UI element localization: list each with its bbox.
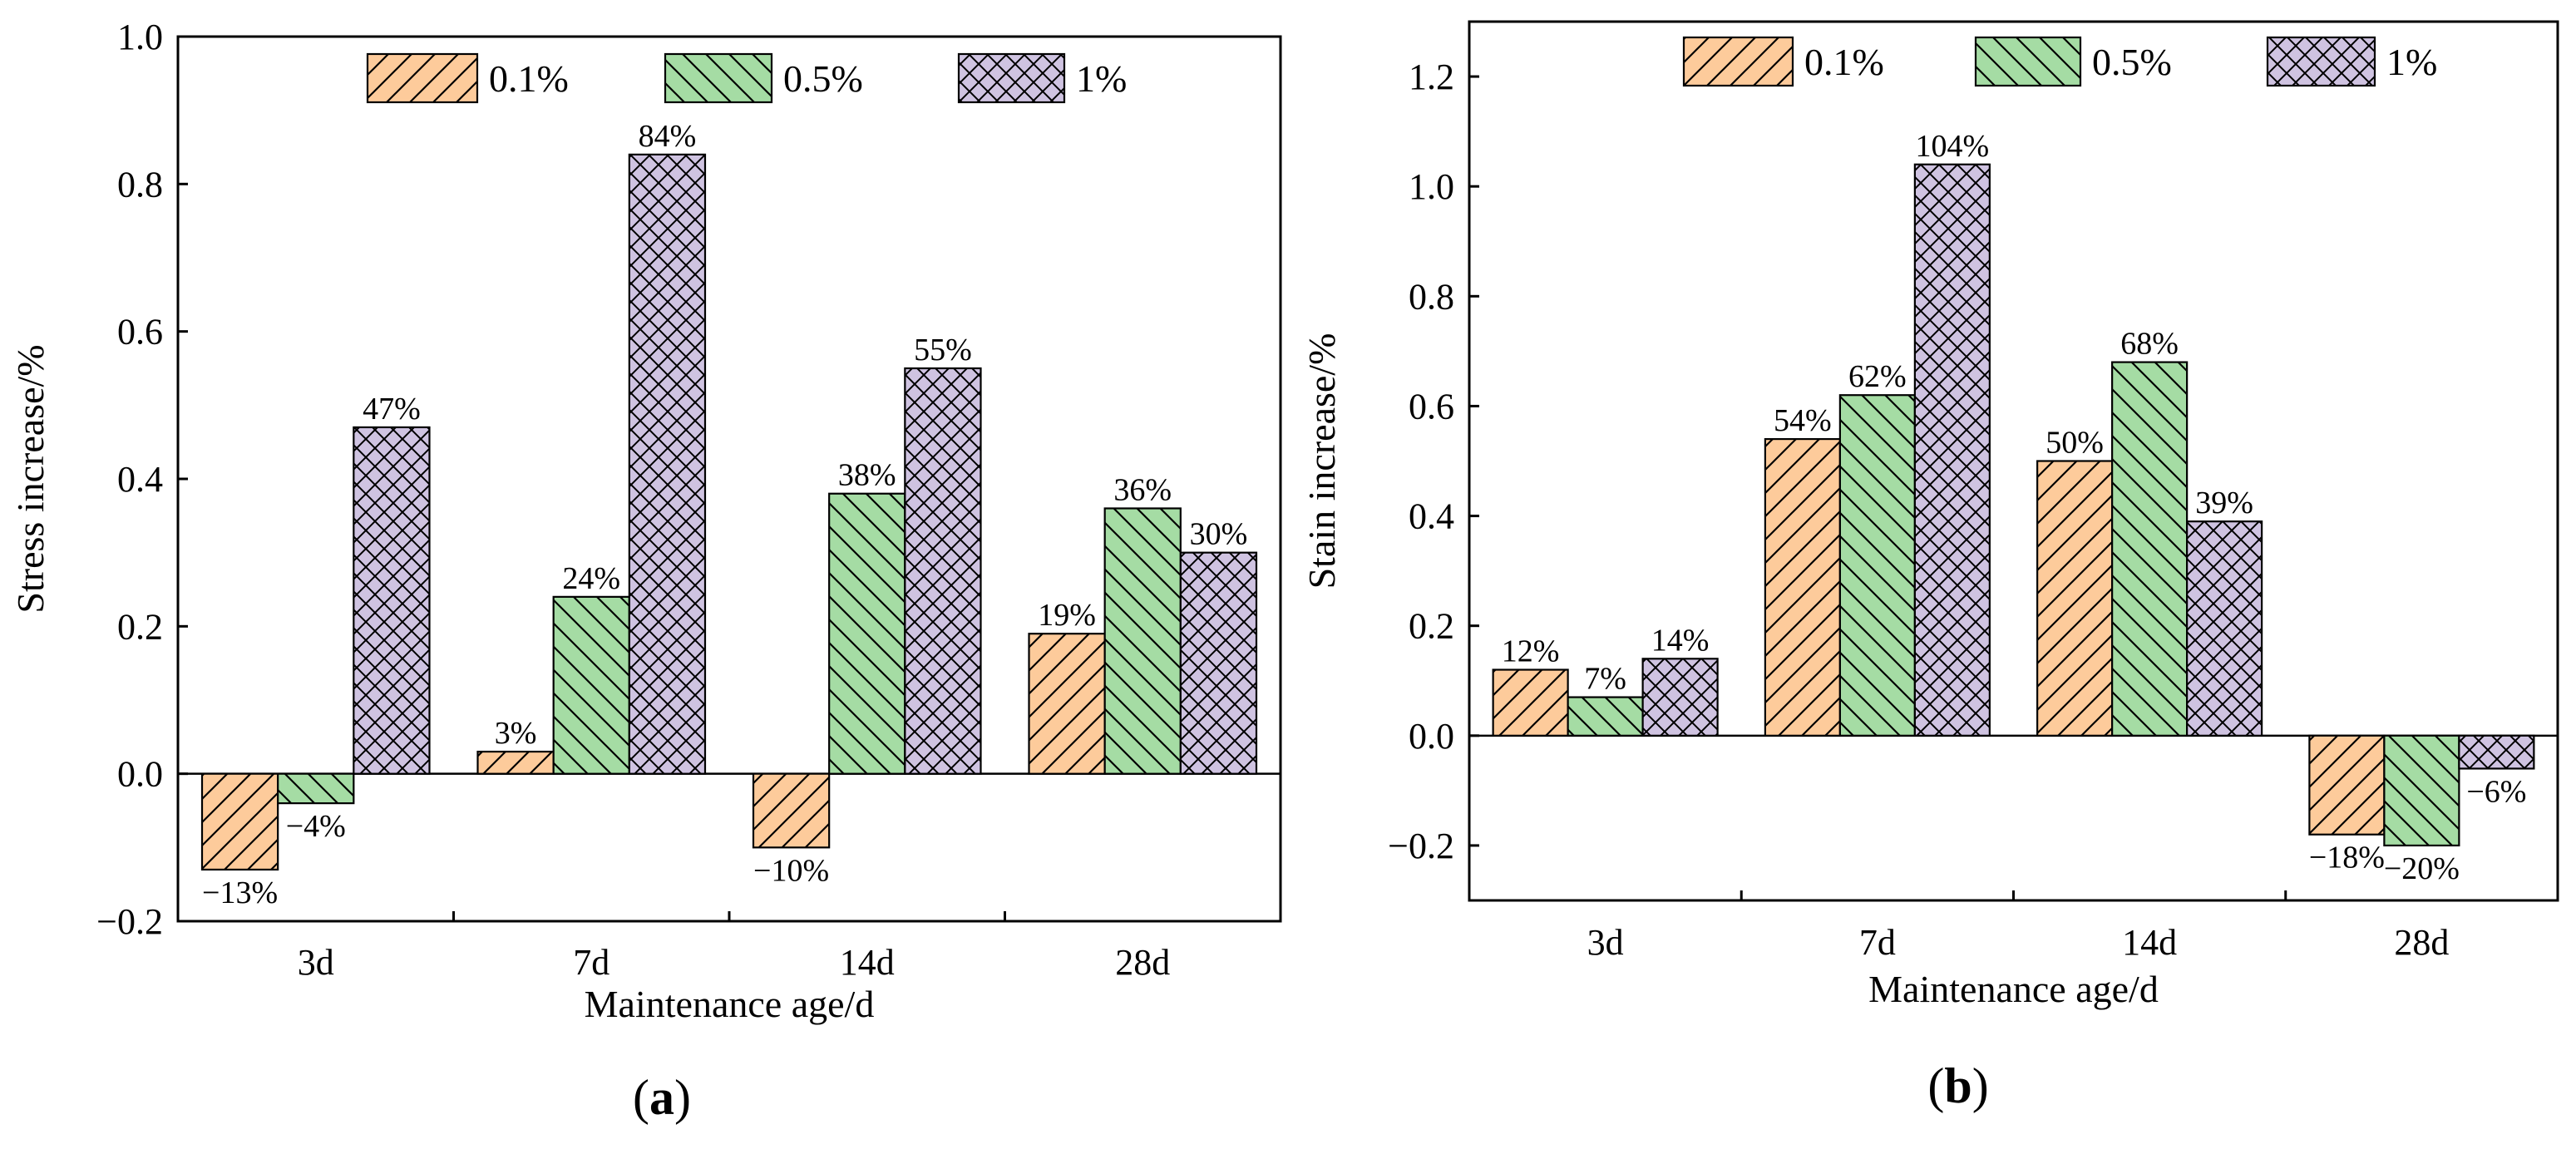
y-axis-title: Stress increase/%	[9, 344, 52, 613]
panel-letter: b	[1944, 1058, 1971, 1113]
x-axis-title: Maintenance age/d	[585, 983, 875, 1025]
data-label: 36%	[1113, 472, 1172, 507]
legend-label-1%: 1%	[2386, 41, 2437, 83]
data-label: 50%	[2046, 426, 2104, 461]
y-tick-label: 1.0	[117, 17, 163, 57]
data-label: 55%	[914, 333, 972, 367]
legend-swatch-1%	[2266, 36, 2376, 87]
x-axis-title: Maintenance age/d	[1868, 968, 2159, 1010]
data-label: 24%	[562, 561, 620, 596]
bar-7d-1%	[628, 153, 707, 775]
y-tick-label: 0.4	[1409, 496, 1454, 537]
bar-28d-0.5%	[1103, 507, 1182, 775]
data-label: 104%	[1916, 129, 1990, 164]
panel-label: (b)	[1927, 1058, 1988, 1113]
y-tick-label: 0.6	[117, 312, 163, 353]
y-tick-label: 0.2	[117, 606, 163, 647]
data-label: 3%	[495, 716, 537, 751]
y-axis-title: Stain increase/%	[1300, 333, 1343, 589]
bar-3d-1%	[353, 426, 431, 775]
data-label: 30%	[1190, 517, 1248, 552]
bar-28d-0.1%	[1028, 633, 1106, 775]
y-tick-label: 0.4	[117, 459, 163, 500]
bar-3d-1%	[1641, 658, 1719, 737]
legend-swatch-0.5%	[1974, 36, 2082, 87]
bar-14d-0.5%	[2111, 361, 2189, 737]
bar-3d-0.5%	[277, 772, 355, 805]
y-tick-label: −0.2	[96, 901, 163, 942]
bar-28d-1%	[1179, 551, 1258, 775]
bar-14d-0.5%	[828, 492, 906, 775]
y-tick-label: −0.2	[1388, 826, 1454, 866]
bar-14d-0.1%	[2036, 460, 2114, 737]
data-label: 68%	[2120, 327, 2179, 362]
data-label: −18%	[2309, 841, 2385, 875]
data-label: 54%	[1774, 403, 1832, 438]
legend: 0.1% 0.5% 1%	[1682, 36, 2437, 87]
data-label: 14%	[1651, 623, 1710, 658]
bar-28d-1%	[2458, 734, 2535, 770]
data-label: −13%	[202, 875, 278, 910]
data-label: 38%	[838, 458, 896, 493]
x-tick-label-28d: 28d	[2394, 922, 2449, 963]
legend-label-0.1%: 0.1%	[489, 57, 569, 100]
panel-letter: a	[649, 1070, 674, 1125]
x-tick-label-3d: 3d	[298, 942, 334, 983]
data-label: 7%	[1584, 662, 1626, 697]
data-label: 39%	[2195, 486, 2253, 520]
legend: 0.1% 0.5% 1%	[366, 52, 1127, 104]
data-label: 62%	[1848, 359, 1907, 394]
bar-14d-0.1%	[752, 772, 831, 849]
data-label: −4%	[286, 809, 346, 844]
x-tick-label-7d: 7d	[1859, 922, 1896, 963]
legend-label-0.1%: 0.1%	[1804, 41, 1884, 83]
data-label: 47%	[363, 392, 421, 427]
legend-swatch-0.1%	[1682, 36, 1794, 87]
bar-14d-1%	[2186, 520, 2263, 737]
legend-label-1%: 1%	[1076, 57, 1127, 100]
legend-label-0.5%: 0.5%	[2092, 41, 2172, 83]
legend-label-0.5%: 0.5%	[783, 57, 863, 100]
x-tick-label-14d: 14d	[2122, 922, 2177, 963]
x-tick-label-28d: 28d	[1115, 942, 1170, 983]
data-label: 84%	[639, 119, 697, 154]
y-tick-label: 0.8	[117, 164, 163, 205]
bar-3d-0.5%	[1567, 696, 1644, 737]
panel-label: (a)	[633, 1070, 691, 1125]
data-label: −10%	[753, 853, 829, 888]
x-tick-label-3d: 3d	[1587, 922, 1624, 963]
legend-swatch-0.5%	[664, 52, 773, 104]
bar-7d-0.1%	[1764, 437, 1841, 737]
bar-3d-0.1%	[1492, 668, 1569, 737]
bar-7d-0.5%	[552, 595, 630, 775]
chart-panel-b: 12% 54% 50% −18% 7% 62% 68% −20% 14% 104% 39% −6% −0…	[1300, 20, 2559, 1113]
bar-7d-0.5%	[1838, 394, 1916, 737]
bar-14d-1%	[904, 367, 982, 775]
y-tick-label: 0.6	[1409, 386, 1454, 427]
y-tick-label: 1.2	[1409, 57, 1454, 97]
x-tick-label-7d: 7d	[573, 942, 609, 983]
chart-panel-a: −13% 3% −10% 19% −4% 24% 38% 36% 47% 84% 55% 30% −0.…	[9, 17, 1282, 1125]
y-tick-label: 0.0	[117, 754, 163, 795]
legend-swatch-1%	[957, 52, 1066, 104]
bar-3d-0.1%	[200, 772, 279, 871]
data-label: 12%	[1502, 634, 1560, 669]
y-tick-label: 0.8	[1409, 276, 1454, 317]
bar-28d-0.1%	[2308, 734, 2386, 836]
legend-swatch-0.1%	[366, 52, 479, 104]
y-tick-label: 0.0	[1409, 716, 1454, 757]
data-label: −6%	[2466, 774, 2526, 809]
data-label: 19%	[1038, 598, 1096, 633]
y-tick-label: 1.0	[1409, 166, 1454, 207]
data-label: −20%	[2384, 851, 2460, 886]
bar-7d-1%	[1913, 163, 1991, 737]
y-tick-label: 0.2	[1409, 606, 1454, 647]
x-tick-label-14d: 14d	[840, 942, 895, 983]
bar-7d-0.1%	[476, 750, 555, 775]
bar-28d-0.5%	[2383, 734, 2460, 847]
